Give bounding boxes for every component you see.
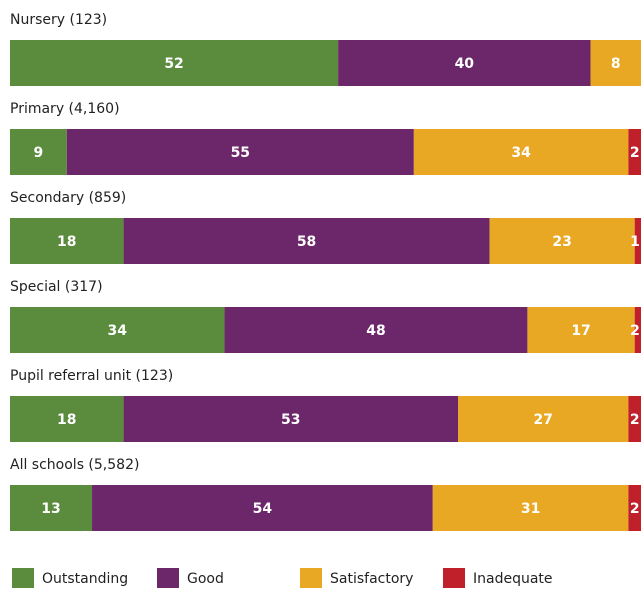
value-label: 2 bbox=[630, 145, 640, 161]
legend-label: Good bbox=[187, 571, 224, 587]
value-label: 31 bbox=[521, 501, 540, 517]
category-label: All schools (5,582) bbox=[10, 457, 139, 473]
bar-segment bbox=[10, 307, 225, 353]
bar-segment bbox=[338, 40, 591, 86]
bar-segment bbox=[123, 396, 459, 442]
bar-segment bbox=[527, 307, 635, 353]
category-label: Secondary (859) bbox=[10, 190, 126, 206]
value-label: 13 bbox=[41, 501, 60, 517]
bar-segment bbox=[224, 307, 528, 353]
bar-segment bbox=[66, 129, 414, 175]
value-label: 34 bbox=[108, 323, 128, 339]
bar-segment bbox=[10, 40, 339, 86]
category-label: Special (317) bbox=[10, 279, 103, 295]
legend-swatch bbox=[12, 568, 34, 588]
bar-segment bbox=[628, 485, 641, 531]
legend-swatch bbox=[443, 568, 465, 588]
value-label: 48 bbox=[366, 323, 385, 339]
bar-segment bbox=[628, 396, 641, 442]
bar-segment bbox=[628, 129, 641, 175]
value-label: 8 bbox=[611, 56, 621, 72]
bar-segment bbox=[10, 396, 124, 442]
value-label: 17 bbox=[571, 323, 590, 339]
bar-segment bbox=[458, 396, 629, 442]
value-label: 1 bbox=[630, 234, 640, 250]
value-label: 2 bbox=[630, 323, 640, 339]
bar-segment bbox=[92, 485, 433, 531]
bar-segment bbox=[123, 218, 490, 264]
category-label: Primary (4,160) bbox=[10, 101, 120, 117]
value-label: 2 bbox=[630, 501, 640, 517]
legend-label: Inadequate bbox=[473, 571, 553, 587]
value-label: 58 bbox=[297, 234, 316, 250]
bar-segment bbox=[489, 218, 635, 264]
value-label: 18 bbox=[57, 412, 76, 428]
value-label: 52 bbox=[164, 56, 183, 72]
bar-segment bbox=[634, 218, 641, 264]
value-label: 23 bbox=[552, 234, 571, 250]
value-label: 9 bbox=[34, 145, 44, 161]
category-label: Nursery (123) bbox=[10, 12, 107, 28]
value-label: 55 bbox=[231, 145, 250, 161]
bar-segment bbox=[432, 485, 629, 531]
bar-segment bbox=[413, 129, 629, 175]
value-label: 27 bbox=[533, 412, 552, 428]
legend-swatch bbox=[300, 568, 322, 588]
legend-label: Outstanding bbox=[42, 571, 128, 587]
value-label: 18 bbox=[57, 234, 76, 250]
bar-segment bbox=[10, 485, 93, 531]
value-label: 34 bbox=[511, 145, 531, 161]
value-label: 40 bbox=[455, 56, 475, 72]
bar-segment bbox=[634, 307, 641, 353]
category-label: Pupil referral unit (123) bbox=[10, 368, 173, 384]
bar-segment bbox=[10, 129, 67, 175]
legend-swatch bbox=[157, 568, 179, 588]
bar-segment bbox=[10, 218, 124, 264]
value-label: 2 bbox=[630, 412, 640, 428]
bar-segment bbox=[590, 40, 641, 86]
value-label: 53 bbox=[281, 412, 300, 428]
legend-label: Satisfactory bbox=[330, 571, 413, 587]
value-label: 54 bbox=[253, 501, 273, 517]
